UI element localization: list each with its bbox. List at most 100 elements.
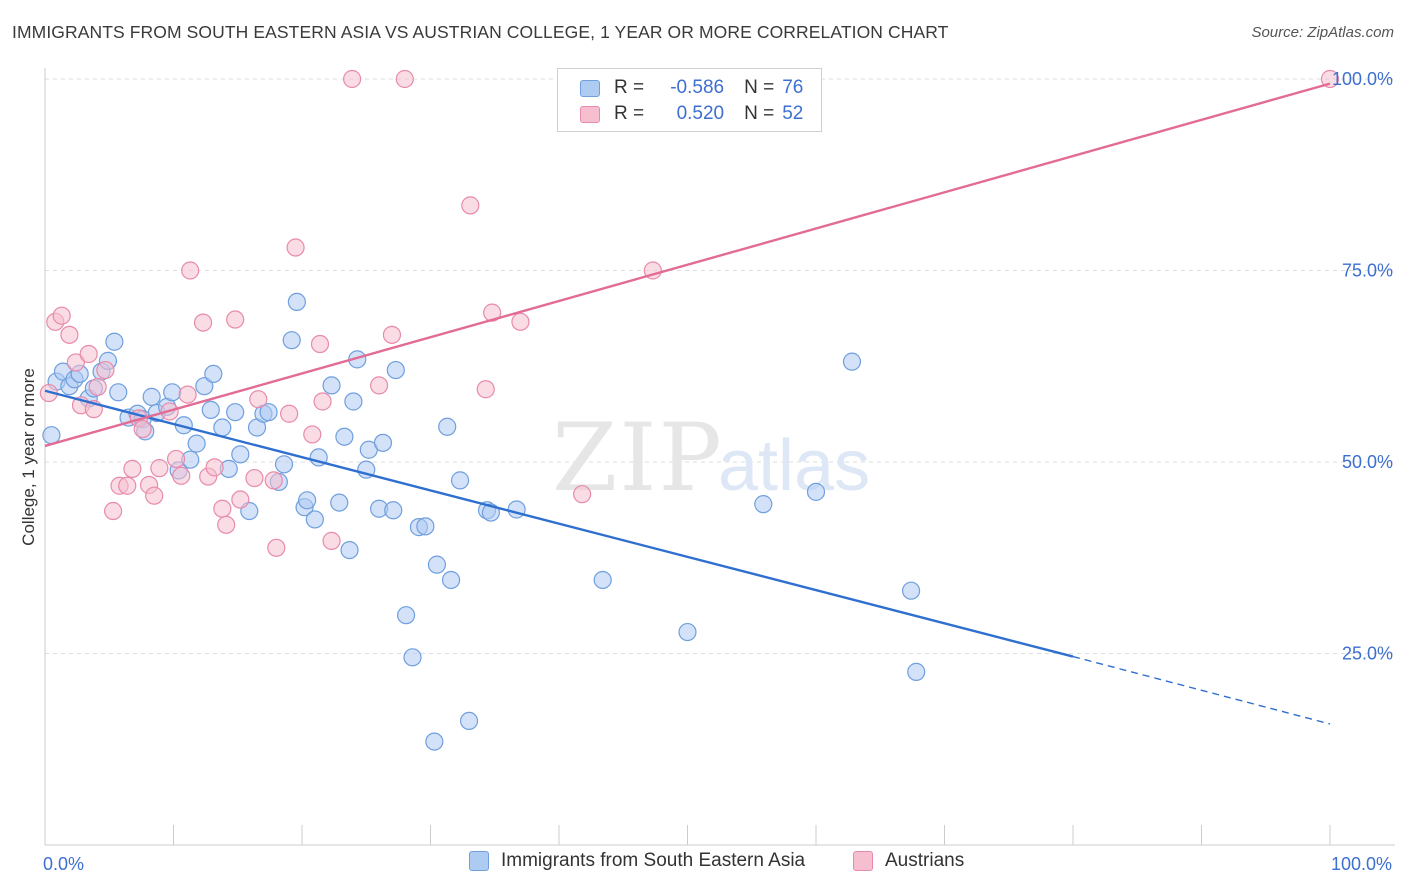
- austrians-data-point: [133, 419, 152, 439]
- austrians-data-point: [382, 325, 402, 344]
- sea-data-point: [373, 433, 393, 452]
- series-legend: Immigrants from South Eastern Asia Austr…: [0, 850, 1406, 878]
- sea-data-point: [105, 332, 124, 351]
- austrians-data-point: [511, 312, 530, 331]
- austrians-data-point: [231, 490, 250, 509]
- legend-n-label: N =: [744, 77, 775, 98]
- sea-data-point: [806, 482, 826, 501]
- sea-data-point: [204, 364, 223, 384]
- series-swatch-blue: [469, 851, 489, 871]
- legend-row-sea: R = -0.586 N = 76: [580, 76, 803, 100]
- austrians-data-point: [573, 485, 592, 504]
- sea-data-point: [231, 445, 250, 464]
- sea-data-point: [109, 383, 128, 402]
- series-swatch-pink: [853, 851, 873, 871]
- sea-data-point: [441, 570, 461, 590]
- austrians-data-point: [322, 531, 341, 550]
- watermark-atlas: atlas: [718, 426, 870, 506]
- austrians-data-point: [310, 334, 330, 354]
- austrians-data-point: [267, 538, 286, 557]
- axes: [44, 68, 1395, 846]
- sea-data-point: [427, 555, 447, 574]
- sea-data-point: [195, 377, 214, 396]
- series-austrians-points: [39, 69, 1340, 557]
- sea-data-point: [754, 495, 773, 514]
- sea-data-point: [259, 403, 278, 422]
- legend-swatch-blue: [580, 79, 600, 97]
- sea-data-point: [226, 403, 245, 422]
- y-tick-label: 75.0%: [1342, 261, 1393, 281]
- legend-n-label: N =: [744, 103, 775, 124]
- y-axis-label: College, 1 year or more: [19, 368, 38, 546]
- austrians-data-point: [166, 449, 186, 469]
- y-tick-label: 100.0%: [1332, 69, 1393, 89]
- austrians-data-point: [88, 377, 107, 397]
- sea-data-point: [344, 392, 363, 411]
- sea-data-point: [425, 732, 444, 751]
- sea-trend-line: [44, 389, 1074, 658]
- austrians-data-point: [249, 390, 268, 409]
- austrians-data-point: [104, 501, 123, 521]
- chart-title: IMMIGRANTS FROM SOUTH EASTERN ASIA VS AU…: [12, 22, 949, 42]
- austrians-trend-line: [44, 82, 1331, 448]
- austrians-data-point: [1320, 69, 1340, 89]
- sea-data-point: [416, 517, 435, 536]
- sea-data-point: [287, 292, 306, 312]
- y-tick-label: 25.0%: [1342, 644, 1393, 664]
- austrians-data-point: [60, 325, 79, 344]
- x-tick-label-max: 100.0%: [1331, 854, 1392, 874]
- series-legend-austrians[interactable]: Austrians: [853, 850, 964, 872]
- sea-data-point: [42, 426, 61, 445]
- sea-data-point: [450, 471, 470, 490]
- series-legend-sea[interactable]: Immigrants from South Eastern Asia: [469, 850, 805, 872]
- sea-data-point: [907, 662, 926, 681]
- sea-data-point: [459, 711, 479, 731]
- sea-data-point: [305, 510, 324, 529]
- legend-row-austrians: R = 0.520 N = 52: [580, 102, 803, 126]
- legend-n-value: 52: [782, 103, 804, 124]
- austrians-data-point: [178, 385, 197, 404]
- y-tick-label: 50.0%: [1342, 452, 1393, 472]
- sea-data-point: [282, 331, 301, 350]
- sea-data-point: [322, 376, 341, 395]
- sea-data-point: [298, 491, 317, 510]
- austrians-data-point: [286, 238, 305, 257]
- austrians-data-point: [193, 313, 213, 332]
- trend-lines: [44, 82, 1331, 725]
- sea-data-point: [901, 581, 921, 600]
- watermark: ZIP atlas: [552, 404, 870, 513]
- austrians-data-point: [476, 380, 495, 399]
- sea-trend-extension: [1072, 655, 1331, 725]
- austrians-data-point: [217, 515, 236, 534]
- austrians-data-point: [245, 468, 264, 488]
- austrians-data-point: [264, 471, 283, 490]
- austrians-data-point: [303, 425, 322, 444]
- gridlines: [45, 78, 1395, 654]
- legend-r-value: 0.520: [676, 103, 725, 124]
- austrians-data-point: [52, 306, 71, 325]
- austrians-data-point: [226, 310, 245, 329]
- correlation-legend: R = -0.586 N = 76 R = 0.520 N = 52: [557, 68, 822, 132]
- austrians-data-point: [313, 392, 332, 411]
- x-tick-label-min: 0.0%: [43, 854, 84, 874]
- austrians-data-point: [145, 486, 164, 505]
- legend-r-label: R =: [614, 103, 645, 124]
- series-sea-points: [42, 292, 926, 751]
- legend-n-value: 76: [782, 77, 804, 98]
- sea-data-point: [678, 622, 697, 642]
- sea-data-point: [142, 387, 161, 406]
- sea-data-point: [593, 570, 612, 590]
- sea-data-point: [187, 434, 206, 453]
- series-name-austrians: Austrians: [885, 850, 965, 871]
- sea-data-point: [274, 455, 294, 474]
- austrians-data-point: [118, 476, 137, 495]
- series-name-sea: Immigrants from South Eastern Asia: [501, 850, 806, 871]
- sea-data-point: [330, 493, 349, 512]
- austrians-data-point: [123, 459, 142, 478]
- legend-r-label: R =: [614, 77, 645, 98]
- sea-data-point: [340, 540, 359, 560]
- austrians-data-point: [370, 376, 389, 395]
- austrians-data-point: [461, 196, 480, 215]
- austrians-data-point: [213, 499, 232, 518]
